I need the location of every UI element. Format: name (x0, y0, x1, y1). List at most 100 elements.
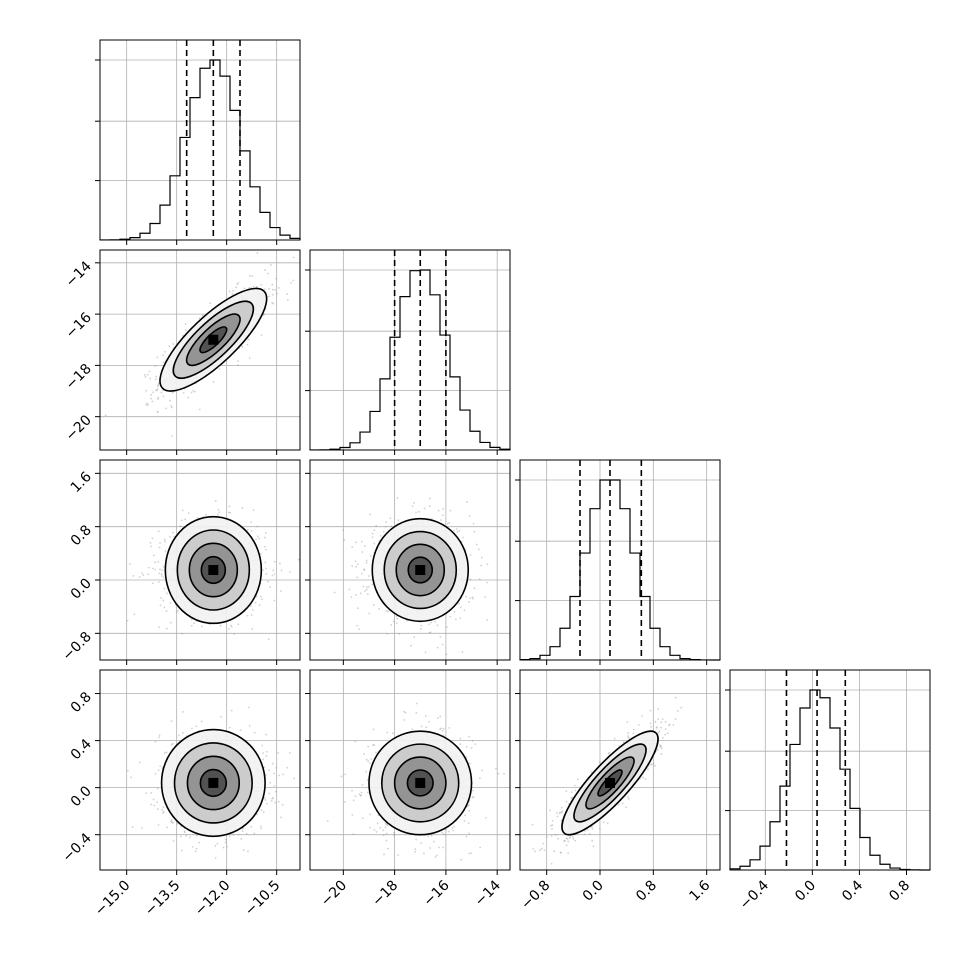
scatter-point (659, 746, 662, 749)
contour-line-0 (160, 728, 266, 838)
scatter-point (459, 743, 462, 745)
histogram-step (729, 689, 931, 871)
scatter-point (150, 393, 153, 396)
scatter-panel-1-2 (309, 459, 511, 661)
scatter-point (384, 822, 387, 825)
scatter-point (152, 567, 154, 570)
scatter-point (361, 572, 363, 575)
scatter-point (275, 277, 277, 280)
scatter-point (162, 599, 165, 602)
scatter-point (441, 730, 444, 732)
scatter-point (661, 718, 664, 721)
scatter-point (411, 728, 414, 731)
scatter-point (264, 532, 267, 534)
scatter-point (162, 576, 165, 579)
scatter-point (195, 834, 198, 837)
scatter-point (172, 531, 174, 534)
scatter-point (428, 631, 431, 634)
scatter-point (271, 762, 274, 765)
scatter-point (375, 831, 378, 833)
scatter-point (204, 513, 207, 516)
scatter-panel-0-2 (99, 459, 301, 661)
scatter-point (472, 597, 474, 600)
scatter-point (445, 653, 448, 656)
scatter-point (379, 535, 382, 537)
scatter-point (169, 621, 172, 624)
scatter-point (425, 726, 428, 729)
scatter-point (267, 580, 269, 583)
scatter-point (461, 651, 464, 653)
scatter-point (373, 744, 376, 746)
scatter-point (424, 651, 427, 654)
scatter-point (387, 610, 390, 613)
scatter-point (169, 399, 171, 402)
scatter-point (274, 289, 276, 291)
scatter-point (481, 769, 484, 772)
scatter-point (154, 365, 157, 367)
scatter-point (365, 770, 368, 773)
scatter-point (189, 836, 191, 839)
scatter-point (385, 823, 388, 826)
scatter-point (157, 530, 160, 533)
scatter-point (194, 850, 197, 853)
scatter-point (235, 286, 237, 289)
scatter-point (201, 314, 204, 317)
scatter-point (462, 536, 465, 539)
scatter-point (649, 763, 652, 766)
scatter-point (260, 283, 263, 286)
scatter-point (247, 850, 249, 853)
scatter-point (473, 587, 476, 590)
scatter-point (163, 587, 166, 590)
panel-frame (309, 669, 511, 871)
scatter-content (100, 460, 300, 660)
scatter-panel-0-3 (99, 669, 301, 871)
scatter-point (374, 751, 377, 754)
scatter-point (104, 414, 107, 417)
scatter-point (198, 408, 201, 411)
scatter-point (165, 610, 168, 612)
scatter-point (438, 846, 440, 849)
scatter-point (275, 766, 278, 769)
scatter-point (241, 346, 244, 348)
scatter-point (292, 256, 295, 259)
scatter-point (367, 575, 370, 577)
scatter-point (420, 624, 423, 627)
scatter-point (146, 373, 149, 376)
scatter-point (187, 512, 190, 515)
scatter-point (162, 361, 165, 364)
scatter-point (218, 368, 221, 370)
scatter-point (246, 343, 249, 346)
scatter-point (157, 383, 160, 385)
scatter-point (171, 821, 174, 824)
scatter-point (149, 377, 152, 380)
scatter-point (480, 556, 483, 559)
scatter-point (154, 568, 157, 571)
scatter-point (355, 565, 358, 568)
scatter-point (160, 575, 163, 577)
contour-line-3 (407, 556, 434, 584)
scatter-point (261, 569, 264, 571)
scatter-point (264, 536, 266, 539)
scatter-point (469, 578, 472, 581)
scatter-point (170, 406, 173, 409)
scatter-point (126, 619, 129, 622)
scatter-point (265, 573, 268, 575)
scatter-content (310, 460, 510, 660)
scatter-point (198, 317, 201, 320)
scatter-point (172, 821, 174, 824)
scatter-point (366, 586, 368, 589)
scatter-point (146, 402, 149, 405)
scatter-point (229, 511, 232, 514)
scatter-point (262, 758, 264, 761)
scatter-point (150, 803, 153, 806)
scatter-point (190, 391, 193, 394)
scatter-point (264, 548, 267, 551)
scatter-point (366, 593, 369, 595)
scatter-point (169, 601, 172, 604)
scatter-point (228, 628, 231, 630)
scatter-point (369, 513, 372, 516)
scatter-point (440, 519, 442, 521)
scatter-point (439, 635, 442, 638)
scatter-point (217, 508, 220, 511)
scatter-point (473, 530, 476, 533)
